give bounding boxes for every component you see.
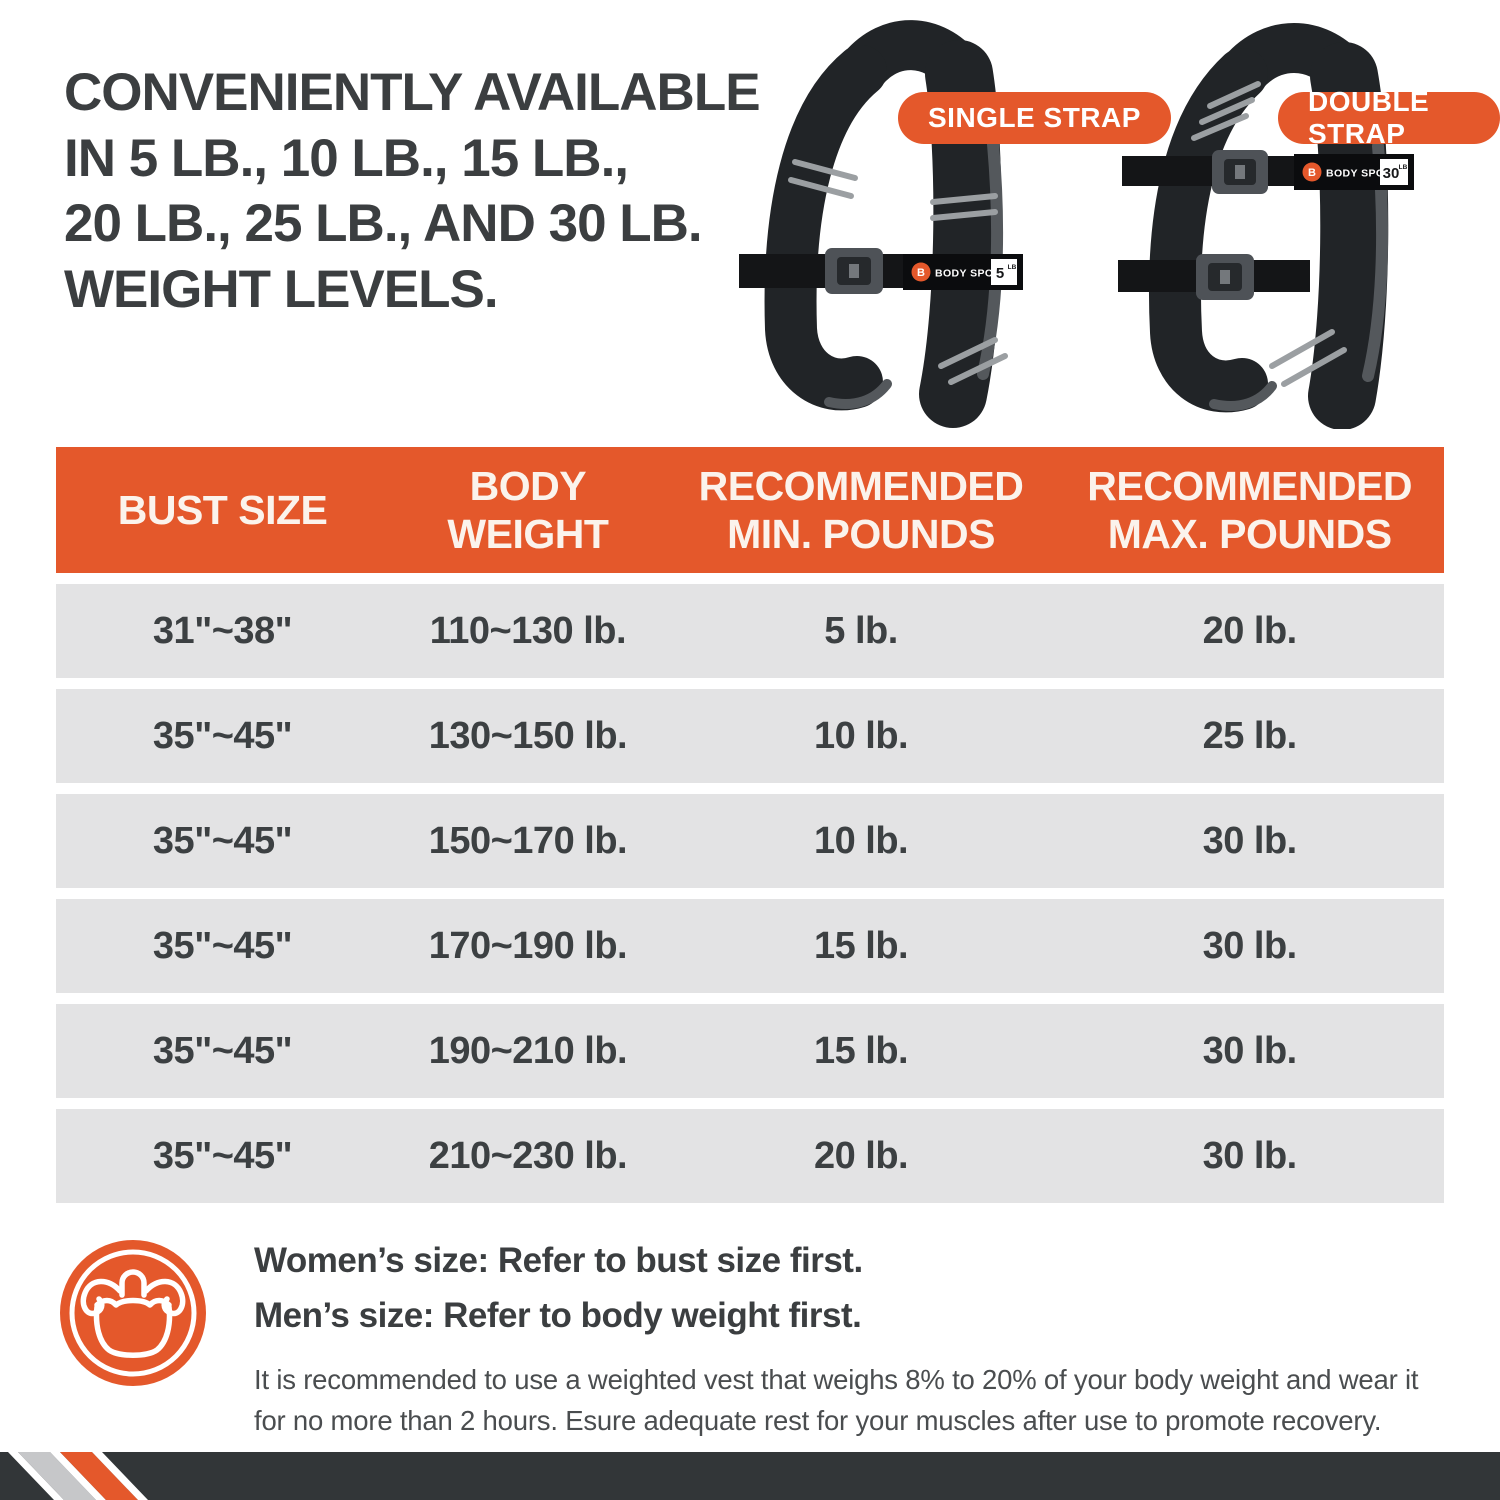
table-cell: 170~190 lb. xyxy=(428,924,628,967)
brand-text: BODY SPORT xyxy=(935,268,1008,280)
buckle-icon xyxy=(825,248,883,294)
table-cell: 210~230 lb. xyxy=(428,1134,628,1177)
svg-text:B: B xyxy=(1308,167,1316,179)
table-cell: 25 lb. xyxy=(1202,714,1298,757)
table-row: 35"~45" 130~150 lb. 10 lb. 25 lb. xyxy=(56,689,1444,783)
table-cell: 35"~45" xyxy=(152,1029,293,1072)
table-cell: 20 lb. xyxy=(1202,609,1298,652)
size-chart-table: BUST SIZE BODY WEIGHT RECOMMENDED MIN. P… xyxy=(56,447,1444,1203)
page-title: CONVENIENTLY AVAILABLE IN 5 LB., 10 LB.,… xyxy=(64,60,761,323)
brand-label: B BODY SPORT 30 LB xyxy=(1294,154,1414,190)
table-cell: 35"~45" xyxy=(152,924,293,967)
product-image-single-strap-vest: B BODY SPORT 5 LB xyxy=(703,14,1093,429)
upper-buckle-icon xyxy=(1212,150,1268,194)
column-header-bust-size: BUST SIZE xyxy=(117,486,328,533)
double-strap-vest-illustration: B BODY SPORT 30 LB xyxy=(1118,23,1414,430)
footer-text-block: Women’s size: Refer to bust size first. … xyxy=(254,1234,1444,1442)
weight-value: 30 xyxy=(1383,165,1400,182)
product-image-double-strap-vest: B BODY SPORT 30 LB xyxy=(1092,14,1482,430)
table-cell: 130~150 lb. xyxy=(428,714,628,757)
table-row: 35"~45" 170~190 lb. 15 lb. 30 lb. xyxy=(56,899,1444,993)
table-row: 31"~38" 110~130 lb. 5 lb. 20 lb. xyxy=(56,584,1444,678)
svg-text:B: B xyxy=(917,267,925,279)
usage-recommendation-note: It is recommended to use a weighted vest… xyxy=(254,1364,1419,1437)
lower-buckle-icon xyxy=(1196,254,1254,300)
weight-unit: LB xyxy=(1399,164,1408,171)
diagonal-stripes-icon xyxy=(0,1452,1500,1500)
heading-line-3: 20 LB., 25 LB., AND 30 LB. xyxy=(64,194,703,254)
table-cell: 10 lb. xyxy=(813,714,909,757)
column-header-body-weight: BODY WEIGHT xyxy=(447,462,609,557)
brand-label: B BODY SPORT 5 LB xyxy=(903,254,1023,290)
heading-line-1: CONVENIENTLY AVAILABLE xyxy=(64,63,761,122)
mens-size-note: Men’s size: Refer to body weight first. xyxy=(254,1295,862,1335)
table-cell: 15 lb. xyxy=(813,1029,909,1072)
single-strap-badge: SINGLE STRAP xyxy=(898,92,1171,144)
table-row: 35"~45" 190~210 lb. 15 lb. 30 lb. xyxy=(56,1004,1444,1098)
table-cell: 35"~45" xyxy=(152,714,293,757)
table-cell: 30 lb. xyxy=(1202,1134,1298,1177)
column-header-recommended-min: RECOMMENDED MIN. POUNDS xyxy=(698,462,1024,557)
table-header-row: BUST SIZE BODY WEIGHT RECOMMENDED MIN. P… xyxy=(56,447,1444,573)
weight-value: 5 xyxy=(996,265,1004,282)
table-cell: 20 lb. xyxy=(813,1134,909,1177)
table-cell: 35"~45" xyxy=(152,819,293,862)
weight-unit: LB xyxy=(1008,264,1017,271)
footer-note-section: Women’s size: Refer to bust size first. … xyxy=(58,1234,1458,1442)
bottom-brand-bar xyxy=(0,1452,1500,1500)
table-cell: 30 lb. xyxy=(1202,819,1298,862)
table-cell: 190~210 lb. xyxy=(428,1029,628,1072)
heading-line-2: IN 5 LB., 10 LB., 15 LB., xyxy=(64,128,629,188)
table-cell: 5 lb. xyxy=(824,609,898,652)
table-cell: 35"~45" xyxy=(152,1134,293,1177)
womens-size-note: Women’s size: Refer to bust size first. xyxy=(254,1241,863,1280)
body-sport-logo-icon xyxy=(911,262,931,282)
single-strap-vest-illustration: B BODY SPORT 5 LB xyxy=(739,20,1023,428)
muscle-flex-icon xyxy=(58,1238,208,1388)
table-cell: 150~170 lb. xyxy=(428,819,628,862)
table-cell: 10 lb. xyxy=(813,819,909,862)
table-row: 35"~45" 210~230 lb. 20 lb. 30 lb. xyxy=(56,1109,1444,1203)
table-cell: 15 lb. xyxy=(813,924,909,967)
double-strap-badge: DOUBLE STRAP xyxy=(1278,86,1500,149)
table-cell: 31"~38" xyxy=(152,609,293,652)
table-cell: 30 lb. xyxy=(1202,1029,1298,1072)
heading-line-4: WEIGHT LEVELS. xyxy=(64,260,499,320)
table-row: 35"~45" 150~170 lb. 10 lb. 30 lb. xyxy=(56,794,1444,888)
body-sport-logo-icon xyxy=(1302,162,1322,182)
table-cell: 110~130 lb. xyxy=(429,609,627,652)
table-cell: 30 lb. xyxy=(1202,924,1298,967)
column-header-recommended-max: RECOMMENDED MAX. POUNDS xyxy=(1087,462,1413,557)
